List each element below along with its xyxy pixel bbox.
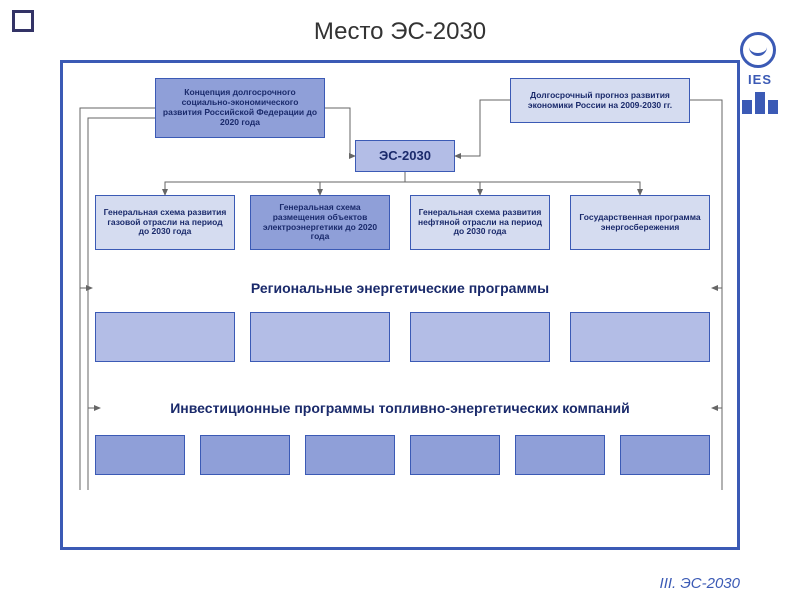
box-label: Генеральная схема размещения объектов эл…: [257, 203, 383, 242]
regional-box: [95, 312, 235, 362]
box-energy-saving: Государственная программа энергосбережен…: [570, 195, 710, 250]
investment-box: [410, 435, 500, 475]
footer-label: III. ЭС-2030: [660, 575, 740, 592]
ies-logo-icon: [740, 32, 776, 68]
ies-logo-text: IES: [748, 72, 772, 87]
box-label: Генеральная схема развития газовой отрас…: [102, 208, 228, 237]
box-oil-scheme: Генеральная схема развития нефтяной отра…: [410, 195, 550, 250]
page-title: Место ЭС-2030: [0, 18, 800, 46]
section-investment-title: Инвестиционные программы топливно-энерге…: [60, 400, 740, 416]
investment-box: [515, 435, 605, 475]
box-concept-2020: Концепция долгосрочного социально-эконом…: [155, 78, 325, 138]
ies-logo-bars: [742, 92, 778, 114]
box-label: Долгосрочный прогноз развития экономики …: [517, 91, 683, 111]
box-electric-scheme: Генеральная схема размещения объектов эл…: [250, 195, 390, 250]
investment-box: [95, 435, 185, 475]
box-gas-scheme: Генеральная схема развития газовой отрас…: [95, 195, 235, 250]
investment-box: [200, 435, 290, 475]
box-label: ЭС-2030: [379, 149, 431, 164]
investment-box: [305, 435, 395, 475]
regional-box: [250, 312, 390, 362]
box-label: Государственная программа энергосбережен…: [577, 213, 703, 233]
section-regional-title: Региональные энергетические программы: [60, 280, 740, 296]
regional-box: [410, 312, 550, 362]
investment-box: [620, 435, 710, 475]
regional-box: [570, 312, 710, 362]
box-label: Концепция долгосрочного социально-эконом…: [162, 88, 318, 127]
box-label: Генеральная схема развития нефтяной отра…: [417, 208, 543, 237]
box-es2030: ЭС-2030: [355, 140, 455, 172]
box-forecast-2030: Долгосрочный прогноз развития экономики …: [510, 78, 690, 123]
